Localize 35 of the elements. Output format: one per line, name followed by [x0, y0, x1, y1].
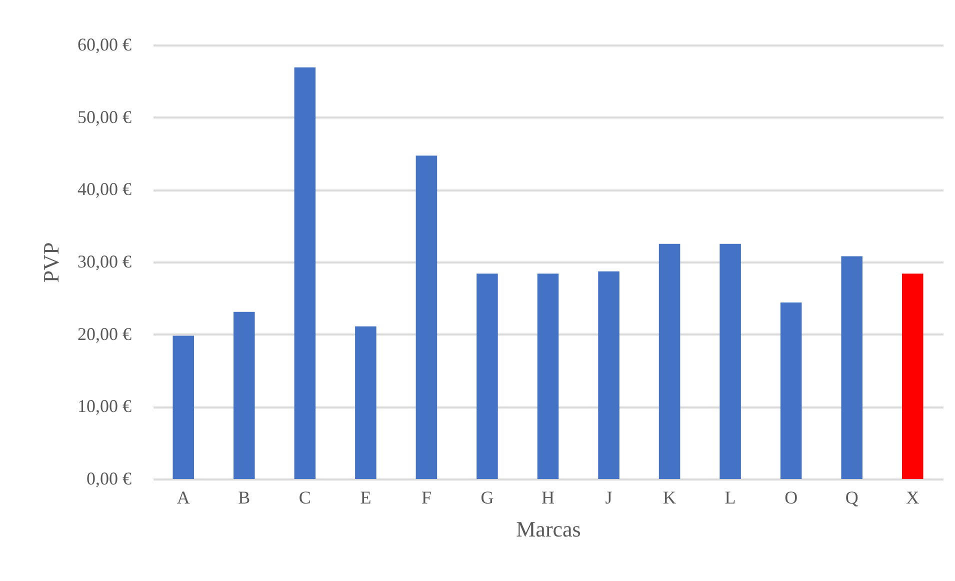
bar	[355, 326, 376, 479]
x-tick-label: H	[542, 488, 554, 508]
bar	[780, 302, 802, 479]
bar	[172, 336, 194, 479]
y-tick-label: 50,00 €	[78, 106, 132, 127]
x-tick-label: C	[298, 488, 311, 508]
x-tick-label: O	[784, 488, 798, 508]
bar	[902, 274, 924, 479]
x-tick-label: Q	[845, 488, 858, 508]
x-tick-label: K	[663, 488, 676, 508]
x-tick-label: E	[360, 488, 372, 508]
bar	[841, 256, 862, 479]
bar	[537, 274, 559, 479]
y-tick-label: 60,00 €	[78, 34, 132, 54]
bar	[658, 244, 680, 479]
bar	[598, 271, 620, 479]
x-tick-label: B	[238, 488, 250, 508]
x-axis-title: Marcas	[516, 516, 581, 542]
bar	[476, 274, 498, 479]
bar	[416, 156, 438, 479]
x-tick-label: X	[906, 488, 920, 508]
bar	[720, 244, 741, 479]
x-tick-label: J	[605, 488, 612, 508]
y-tick-label: 40,00 €	[78, 179, 132, 200]
x-tick-label: G	[480, 488, 494, 508]
x-tick-label: L	[724, 488, 736, 508]
x-tick-label: A	[176, 488, 190, 508]
bar	[294, 67, 316, 479]
y-tick-label: 20,00 €	[78, 324, 132, 344]
y-tick-label: 0,00 €	[86, 468, 132, 488]
x-tick-label: F	[421, 488, 432, 508]
bar	[234, 312, 255, 479]
y-tick-label: 30,00 €	[78, 252, 132, 272]
y-tick-label: 10,00 €	[78, 396, 132, 416]
y-axis-title: PVP	[38, 242, 64, 283]
